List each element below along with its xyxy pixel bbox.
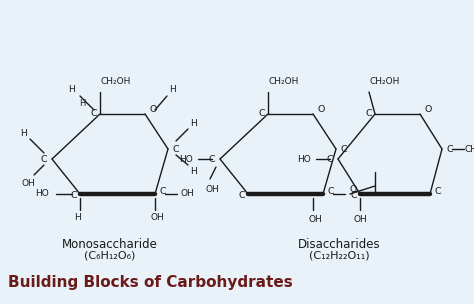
Text: HO: HO [297, 154, 311, 164]
Text: C: C [239, 192, 246, 201]
Text: C: C [351, 192, 357, 201]
Text: OH: OH [21, 178, 35, 188]
Text: H: H [74, 213, 82, 223]
Text: O: O [349, 185, 357, 195]
Text: C: C [365, 109, 372, 119]
Text: O: O [424, 105, 432, 115]
Text: HO: HO [35, 189, 49, 199]
Text: H: H [69, 85, 75, 95]
Text: C: C [160, 188, 166, 196]
Text: (C₁₂H₂₂O₁₁): (C₁₂H₂₂O₁₁) [309, 251, 369, 261]
Text: C: C [327, 154, 333, 164]
Text: C: C [209, 154, 215, 164]
Text: O: O [317, 105, 325, 115]
Text: H: H [170, 85, 176, 95]
Text: Monosaccharide: Monosaccharide [62, 237, 158, 250]
Text: CH₂OH: CH₂OH [465, 144, 474, 154]
Text: CH₂OH: CH₂OH [370, 78, 400, 87]
Text: H: H [191, 167, 197, 175]
Text: C: C [447, 144, 453, 154]
Text: CH₂OH: CH₂OH [269, 78, 299, 87]
Text: C: C [41, 154, 47, 164]
Text: H: H [191, 119, 197, 127]
Text: C: C [71, 192, 77, 201]
Text: HO: HO [179, 154, 193, 164]
Text: OH: OH [308, 216, 322, 224]
Text: H: H [21, 129, 27, 137]
Text: C: C [341, 144, 347, 154]
Text: C: C [328, 188, 334, 196]
Text: OH: OH [180, 189, 194, 199]
Text: O: O [149, 105, 157, 115]
Text: CH₂OH: CH₂OH [101, 78, 131, 87]
Text: C: C [259, 109, 265, 119]
Text: H: H [79, 99, 85, 109]
Text: OH: OH [150, 213, 164, 223]
Text: C: C [91, 109, 97, 119]
Text: C: C [435, 188, 441, 196]
Text: Building Blocks of Carbohydrates: Building Blocks of Carbohydrates [8, 275, 293, 290]
Text: OH: OH [353, 216, 367, 224]
Text: C: C [173, 144, 179, 154]
Text: Disaccharides: Disaccharides [298, 237, 380, 250]
Text: OH: OH [205, 185, 219, 194]
Text: (C₆H₁₂O₆): (C₆H₁₂O₆) [84, 251, 136, 261]
